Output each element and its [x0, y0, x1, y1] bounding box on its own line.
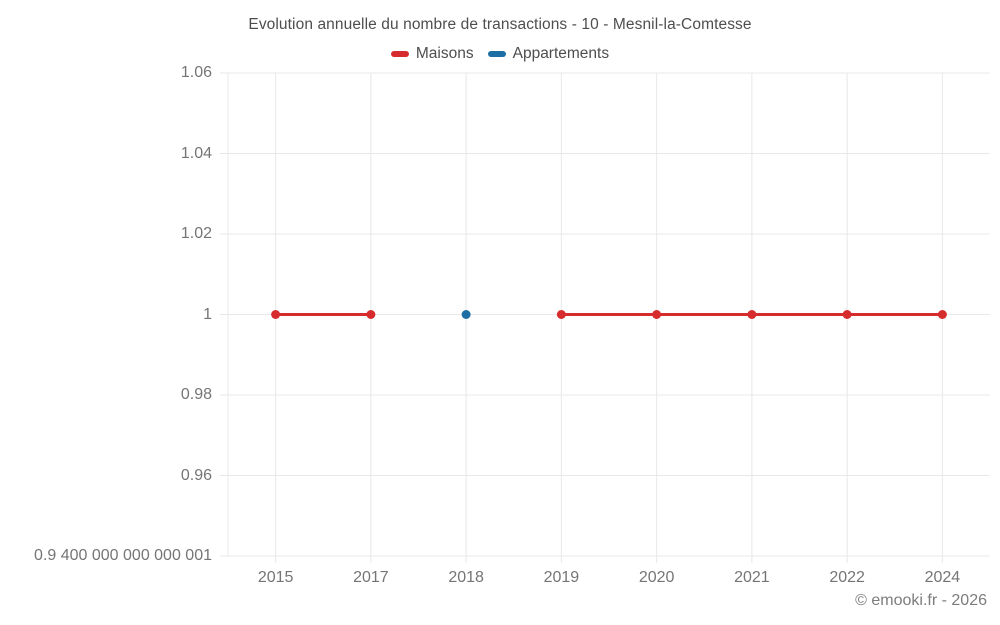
- y-axis-tick-label: 0.98: [180, 386, 212, 403]
- y-axis-tick-label: 0.9 400 000 000 000 001: [34, 547, 212, 564]
- legend-item-appartements[interactable]: Appartements: [487, 45, 610, 63]
- data-point-maisons-2020[interactable]: [652, 310, 662, 319]
- x-axis-tick-label: 2020: [638, 569, 675, 586]
- y-axis-tick-label: 1: [203, 305, 212, 323]
- y-axis-tick-label: 1.04: [180, 144, 212, 162]
- y-axis-tick-label: 1.06: [180, 64, 212, 81]
- legend-swatch-appartements: [487, 51, 506, 57]
- x-axis-tick-label: 2021: [734, 569, 770, 586]
- data-point-maisons-2017[interactable]: [366, 310, 376, 319]
- data-point-maisons-2019[interactable]: [556, 310, 566, 319]
- data-point-maisons-2024[interactable]: [937, 310, 947, 319]
- y-axis-tick-label: 1.02: [180, 225, 212, 242]
- legend-item-maisons[interactable]: Maisons: [390, 45, 474, 63]
- data-point-maisons-2015[interactable]: [271, 310, 281, 319]
- legend-label-maisons: Maisons: [415, 45, 474, 62]
- data-point-maisons-2021[interactable]: [747, 310, 757, 319]
- data-point-appartements-2018[interactable]: [461, 310, 471, 319]
- x-axis-tick-label: 2017: [353, 569, 389, 586]
- y-axis-tick-label: 0.96: [180, 466, 212, 484]
- chart-legend: Maisons Appartements: [0, 45, 1000, 63]
- x-axis-tick-label: 2019: [543, 569, 580, 586]
- copyright-text: © emooki.fr - 2026: [855, 592, 987, 609]
- x-axis-tick-label: 2024: [924, 569, 961, 586]
- legend-label-appartements: Appartements: [512, 45, 610, 62]
- x-axis-tick-label: 2018: [448, 569, 484, 586]
- x-axis-tick-label: 2022: [829, 569, 865, 586]
- chart-title: Evolution annuelle du nombre de transact…: [248, 16, 752, 33]
- data-point-maisons-2022[interactable]: [842, 310, 852, 319]
- legend-swatch-maisons: [390, 51, 409, 57]
- x-axis-tick-label: 2015: [257, 569, 294, 586]
